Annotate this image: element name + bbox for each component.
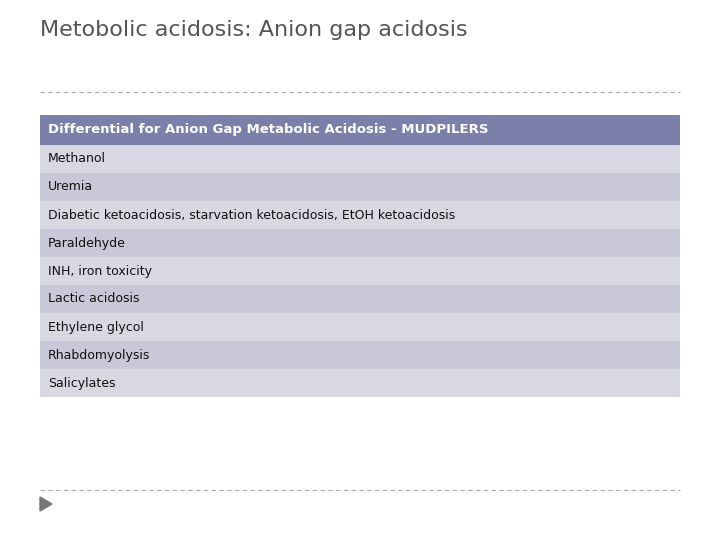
Text: Lactic acidosis: Lactic acidosis: [48, 293, 140, 306]
Text: Metobolic acidosis: Anion gap acidosis: Metobolic acidosis: Anion gap acidosis: [40, 20, 467, 40]
Text: Salicylates: Salicylates: [48, 376, 115, 389]
Bar: [40, 369, 680, 397]
Bar: [40, 341, 680, 369]
Bar: [40, 285, 680, 313]
Text: Uremia: Uremia: [48, 180, 93, 193]
Text: Differential for Anion Gap Metabolic Acidosis - MUDPILERS: Differential for Anion Gap Metabolic Aci…: [48, 124, 488, 137]
Bar: [40, 173, 680, 201]
Bar: [40, 257, 680, 285]
Text: Ethylene glycol: Ethylene glycol: [48, 321, 144, 334]
Text: INH, iron toxicity: INH, iron toxicity: [48, 265, 152, 278]
Text: Paraldehyde: Paraldehyde: [48, 237, 126, 249]
Bar: [40, 145, 680, 173]
Text: Rhabdomyolysis: Rhabdomyolysis: [48, 348, 150, 361]
Text: Diabetic ketoacidosis, starvation ketoacidosis, EtOH ketoacidosis: Diabetic ketoacidosis, starvation ketoac…: [48, 208, 455, 221]
Polygon shape: [40, 497, 52, 511]
Bar: [40, 313, 680, 341]
Bar: [40, 201, 680, 229]
Text: Methanol: Methanol: [48, 152, 106, 165]
Bar: [40, 229, 680, 257]
Bar: [40, 115, 680, 145]
